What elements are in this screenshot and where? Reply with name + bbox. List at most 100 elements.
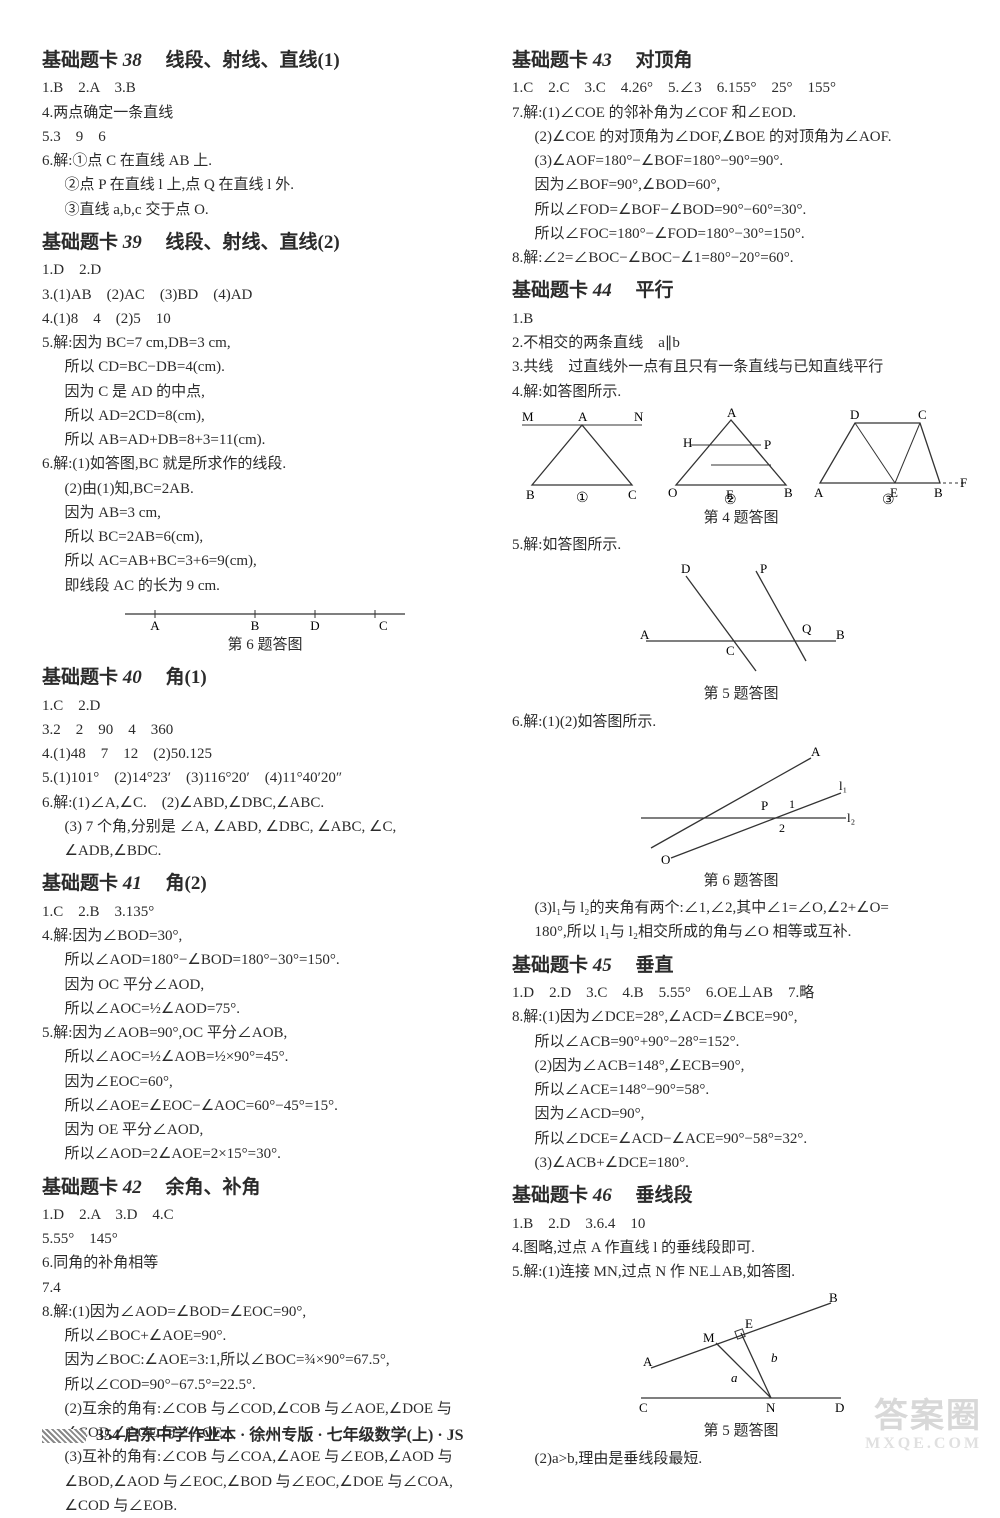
svg-text:C: C [639,1400,648,1415]
title-prefix: 基础题卡 [42,232,118,253]
page-number: 354 [96,1427,120,1444]
text-line: 所以∠AOD=2∠AOE=2×15°=30°. [42,1143,488,1166]
triangle-diagram-1: M A N B C ① [512,405,652,505]
section-44-title: 基础题卡 44 平行 [512,276,970,305]
svg-text:E: E [745,1316,753,1331]
section-40-title: 基础题卡 40 角(1) [42,663,488,692]
svg-text:A: A [814,485,824,500]
text-line: 5.55° 145° [42,1228,488,1251]
svg-text:a: a [731,1370,738,1385]
svg-text:B: B [526,487,535,502]
text-line: 所以∠DCE=∠ACD−∠ACE=90°−58°=32°. [512,1128,970,1151]
text-line: 所以∠FOC=180°−∠FOD=180°−30°=150°. [512,223,970,246]
columns-container: 基础题卡 38 线段、射线、直线(1) 1.B 2.A 3.B 4.两点确定一条… [42,40,970,1380]
text-line: 4.(1)8 4 (2)5 10 [42,308,488,331]
text-line: 所以∠FOD=∠BOF−∠BOD=90°−60°=30°. [512,199,970,222]
fig-44-4: M A N B C ① A H P O E B ② [512,405,970,505]
fig-39-6: A B D C [42,602,488,632]
text-line: 因为 OC 平分∠AOD, [42,974,488,997]
text-line: 1.D 2.A 3.D 4.C [42,1204,488,1227]
text-line: 3.2 2 90 4 360 [42,719,488,742]
svg-text:P: P [761,798,768,813]
text-line: 5.解:因为∠AOB=90°,OC 平分∠AOB, [42,1022,488,1045]
title-num: 38 [123,50,142,71]
text-line: 所以∠ACB=90°+90°−28°=152°. [512,1031,970,1054]
text-line: 4.图略,过点 A 作直线 l 的垂线段即可. [512,1237,970,1260]
text-line: 5.解:如答图所示. [512,534,970,557]
svg-text:C: C [379,618,388,632]
title-name: 余角、补角 [166,1177,261,1198]
text-line: 因为∠EOC=60°, [42,1071,488,1094]
title-prefix: 基础题卡 [42,1177,118,1198]
text-line: 1.B 2.A 3.B [42,77,488,100]
svg-text:H: H [683,435,692,450]
page-footer: 354 启东中学作业本 · 徐州专版 · 七年级数学(上) · JS [42,1421,464,1445]
svg-text:F: F [960,475,967,490]
text-line: 180°,所以 l₁与 l₂相交所成的角与∠O 相等或互补. [512,921,970,944]
title-name: 线段、射线、直线(2) [166,232,340,253]
text-line: ②点 P 在直线 l 上,点 Q 在直线 l 外. [42,174,488,197]
svg-text:O: O [661,852,670,867]
text-line: (3)互补的角有:∠COB 与∠COA,∠AOE 与∠EOB,∠AOD 与 [42,1446,488,1469]
text-line: 8.解:(1)因为∠AOD=∠BOD=∠EOC=90°, [42,1301,488,1324]
text-line: 所以 AD=2CD=8(cm), [42,405,488,428]
svg-text:C: C [918,407,927,422]
text-line: (3)l₁与 l₂的夹角有两个:∠1,∠2,其中∠1=∠O,∠2+∠O= [512,897,970,920]
text-line: 2.不相交的两条直线 a∥b [512,332,970,355]
fig-caption: 第 5 题答图 [512,1420,970,1443]
text-line: 所以 CD=BC−DB=4(cm). [42,356,488,379]
text-line: 即线段 AC 的长为 9 cm. [42,575,488,598]
text-line: 1.D 2.D [42,259,488,282]
text-line: (2)a>b,理由是垂线段最短. [512,1448,970,1471]
text-line: 1.C 2.B 3.135° [42,901,488,924]
triangle-diagram-2: A H P O E B ② [656,405,806,505]
title-num: 44 [593,280,612,301]
footer-hatch-icon [42,1429,86,1443]
text-line: (2)因为∠ACB=148°,∠ECB=90°, [512,1055,970,1078]
title-num: 39 [123,232,142,253]
svg-text:A: A [640,627,650,642]
text-line: ∠ADB,∠BDC. [42,840,488,863]
text-line: 1.B 2.D 3.6.4 10 [512,1213,970,1236]
svg-text:P: P [760,561,767,576]
right-column: 基础题卡 43 对顶角 1.C 2.C 3.C 4.26° 5.∠3 6.155… [512,40,970,1380]
svg-text:③: ③ [882,493,895,505]
text-line: 1.D 2.D 3.C 4.B 5.55° 6.OE⊥AB 7.略 [512,982,970,1005]
text-line: 5.解:因为 BC=7 cm,DB=3 cm, [42,332,488,355]
svg-text:A: A [643,1354,653,1369]
title-name: 角(2) [166,873,207,894]
text-line: 所以∠AOE=∠EOC−∠AOC=60°−45°=15°. [42,1095,488,1118]
text-line: 所以∠COD=90°−67.5°=22.5°. [42,1374,488,1397]
text-line: 因为 OE 平分∠AOD, [42,1119,488,1142]
text-line: 6.解:(1)(2)如答图所示. [512,711,970,734]
text-line: 8.解:∠2=∠BOC−∠BOC−∠1=80°−20°=60°. [512,247,970,270]
title-name: 角(1) [166,667,207,688]
text-line: 所以∠AOC=½∠AOD=75°. [42,998,488,1021]
svg-text:A: A [811,744,821,759]
svg-text:D: D [850,407,859,422]
title-num: 41 [123,873,142,894]
text-line: (2)互余的角有:∠COB 与∠COD,∠COB 与∠AOE,∠DOE 与 [42,1398,488,1421]
svg-text:M: M [522,409,534,424]
text-line: 4.解:如答图所示. [512,381,970,404]
title-prefix: 基础题卡 [512,50,588,71]
text-line: 4.两点确定一条直线 [42,102,488,125]
svg-text:C: C [628,487,637,502]
title-prefix: 基础题卡 [512,955,588,976]
perpendicular-diagram: B E M b A a C N D [621,1288,861,1418]
text-line: 7.4 [42,1277,488,1300]
intersecting-lines-diagram: D P A C Q B [626,561,856,681]
text-line: 7.解:(1)∠COE 的邻补角为∠COF 和∠EOD. [512,102,970,125]
text-line: 3.共线 过直线外一点有且只有一条直线与已知直线平行 [512,356,970,379]
text-line: 因为∠BOC:∠AOE=3:1,所以∠BOC=¾×90°=67.5°, [42,1349,488,1372]
fig-44-5: D P A C Q B [512,561,970,681]
text-line: 所以∠AOC=½∠AOB=½×90°=45°. [42,1046,488,1069]
svg-text:C: C [726,643,735,658]
title-num: 40 [123,667,142,688]
section-38-title: 基础题卡 38 线段、射线、直线(1) [42,46,488,75]
section-43-title: 基础题卡 43 对顶角 [512,46,970,75]
text-line: ③直线 a,b,c 交于点 O. [42,199,488,222]
title-prefix: 基础题卡 [42,667,118,688]
svg-text:N: N [766,1400,776,1415]
svg-text:B: B [251,618,260,632]
